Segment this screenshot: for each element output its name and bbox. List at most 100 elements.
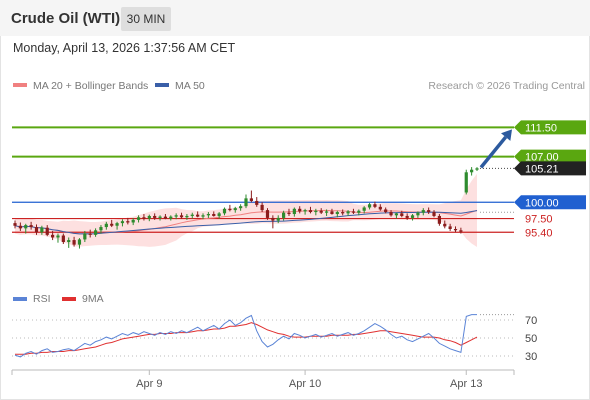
rsi-swatch <box>13 297 27 301</box>
rsi-ma9-line <box>15 322 478 355</box>
candle-body <box>249 198 253 201</box>
candle-body <box>163 216 168 219</box>
candle-body <box>287 212 291 215</box>
timeframe-badge[interactable]: 30 MIN <box>121 7 171 31</box>
candle <box>287 208 291 216</box>
candle <box>314 208 318 216</box>
candle <box>93 228 98 237</box>
legend-ma50: MA 50 <box>155 80 205 92</box>
candle-body <box>51 234 55 238</box>
candle-body <box>56 235 60 238</box>
datetime-stamp: Monday, April 13, 2026 1:37:56 AM CET <box>13 41 236 55</box>
candle-body <box>201 215 205 217</box>
x-tick-label: Apr 10 <box>289 378 321 390</box>
legend-bollinger: MA 20 + Bollinger Bands <box>13 80 148 92</box>
candle <box>233 206 237 213</box>
candle-body <box>298 208 302 212</box>
candle <box>29 221 33 230</box>
candle-body <box>437 215 441 224</box>
level-label-111-50: 111.50 <box>525 122 557 134</box>
candle-body <box>303 210 307 212</box>
candle <box>475 167 479 171</box>
ma20-swatch <box>13 83 27 88</box>
rsi-legend-label: RSI <box>33 293 51 305</box>
level-label-107-00: 107.00 <box>525 152 559 164</box>
target-arrow-head <box>501 129 512 141</box>
candle <box>341 209 345 216</box>
candle-body <box>276 217 280 221</box>
candle-body <box>45 227 49 235</box>
candle-body <box>389 212 393 216</box>
candle <box>470 167 474 176</box>
candle <box>276 215 280 224</box>
instrument-title: Crude Oil (WTI) <box>11 10 121 27</box>
candle-body <box>18 225 22 229</box>
candle <box>13 220 17 229</box>
candle-body <box>427 210 431 213</box>
candle-body <box>244 198 248 207</box>
candle-body <box>255 200 259 205</box>
level-label-100-00: 100.00 <box>525 197 559 209</box>
candle-body <box>330 211 334 215</box>
candle <box>443 220 447 229</box>
candle <box>373 201 377 209</box>
candle <box>464 169 468 195</box>
bollinger-band <box>15 173 477 247</box>
candle <box>335 210 339 218</box>
candle-body <box>185 215 189 218</box>
candle-body <box>29 225 33 228</box>
target-arrow-shaft <box>479 135 508 169</box>
candle-body <box>292 208 296 215</box>
candle-body <box>169 216 173 219</box>
candle <box>303 208 307 215</box>
rsi-line <box>14 314 477 358</box>
candle-body <box>464 172 468 193</box>
candle-body <box>453 228 458 231</box>
candle-body <box>83 233 87 240</box>
level-label-95-40: 95.40 <box>525 227 553 239</box>
ma50-label: MA 50 <box>175 80 205 92</box>
candle <box>249 190 253 203</box>
rsi-tick-30: 30 <box>525 351 537 363</box>
candle <box>115 221 119 230</box>
candle <box>126 217 130 225</box>
candle <box>346 210 350 216</box>
candle <box>228 204 232 212</box>
candle-body <box>174 215 178 217</box>
candle <box>389 210 393 217</box>
ma9-legend-label: 9MA <box>82 293 104 305</box>
candle-body <box>335 212 339 215</box>
candle-body <box>475 168 479 170</box>
candle-body <box>136 217 141 220</box>
candle-body <box>158 216 162 218</box>
candle <box>158 215 162 221</box>
current-price-label: 105.21 <box>525 163 559 175</box>
candle <box>190 212 194 219</box>
candle-body <box>416 212 420 216</box>
candle-body <box>126 221 130 223</box>
candle <box>67 237 71 248</box>
candle-body <box>448 226 452 229</box>
candle-body <box>357 210 361 213</box>
candle <box>88 229 92 238</box>
candle-body <box>104 223 108 228</box>
candle <box>99 225 103 234</box>
x-tick-label: Apr 9 <box>136 378 162 390</box>
candle-body <box>24 225 28 229</box>
candle <box>212 211 216 217</box>
candle-body <box>228 208 232 211</box>
candle-body <box>147 215 151 219</box>
candle-body <box>212 214 216 216</box>
candle <box>367 202 372 210</box>
candle <box>427 207 431 215</box>
candle <box>34 224 39 235</box>
candle-body <box>394 213 399 216</box>
candle-body <box>373 204 377 207</box>
candle-body <box>153 215 157 218</box>
candle-body <box>405 215 409 218</box>
candle-body <box>346 211 350 214</box>
candle <box>136 215 141 223</box>
level-label-97-50: 97.50 <box>525 214 553 226</box>
candle-body <box>378 206 382 210</box>
candle-body <box>110 223 114 226</box>
